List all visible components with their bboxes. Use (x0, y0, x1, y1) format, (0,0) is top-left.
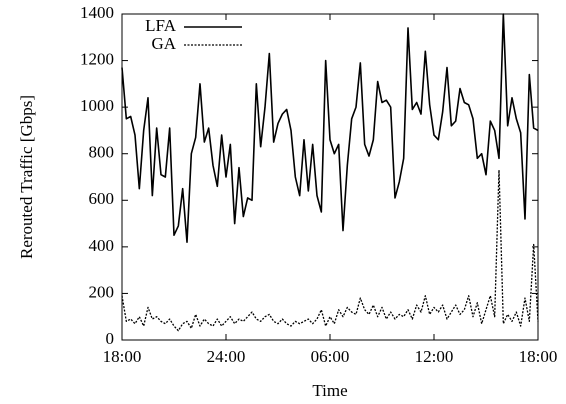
y-tick-label: 600 (89, 189, 115, 208)
y-tick-label: 400 (89, 236, 115, 255)
line-series (121, 13, 539, 243)
legend-label: GA (151, 34, 176, 53)
y-tick-label: 200 (89, 282, 115, 301)
x-tick-label: 12:00 (415, 347, 454, 366)
y-tick-label: 1000 (80, 96, 114, 115)
plot-frame (121, 13, 539, 341)
y-tick-label: 1400 (80, 3, 114, 22)
y-tick-label: 0 (106, 329, 115, 348)
y-tick-label: 1200 (80, 49, 114, 68)
y-tick-label: 800 (89, 143, 115, 162)
x-tick-label: 24:00 (207, 347, 246, 366)
x-axis-label: Time (312, 381, 347, 400)
x-tick-label: 06:00 (311, 347, 350, 366)
y-axis-label: Rerouted Traffic [Gbps] (17, 95, 36, 259)
legend-label: LFA (145, 16, 177, 35)
line-series (121, 169, 539, 332)
x-tick-label: 18:00 (519, 347, 558, 366)
x-tick-label: 18:00 (103, 347, 142, 366)
